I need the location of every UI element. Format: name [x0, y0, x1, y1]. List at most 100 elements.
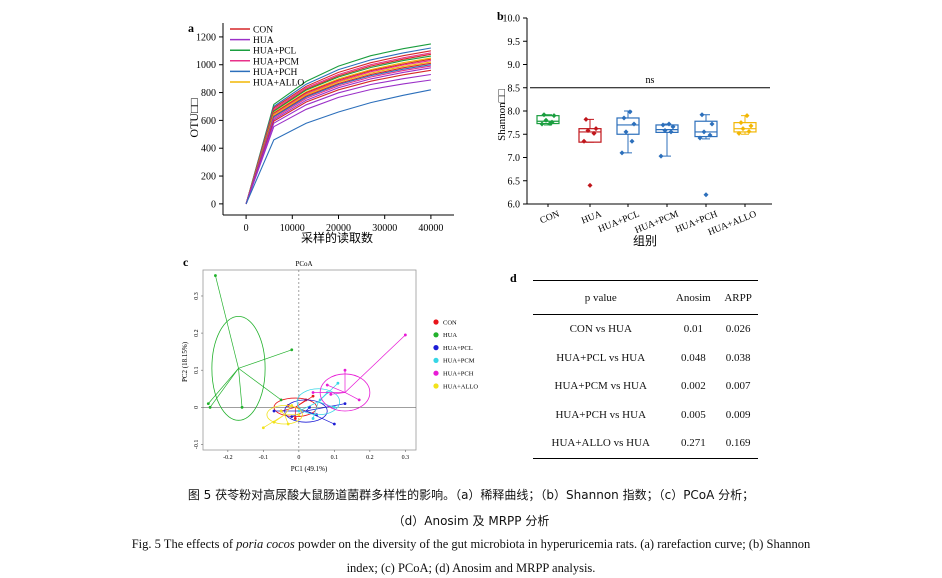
legend-label: HUA+ALLO [253, 79, 304, 89]
panel-a-rarefaction: a 0 10000 20000 30000 40000 0 200 400 600 800 1000… [187, 21, 454, 245]
data-point [272, 420, 276, 424]
data-point [290, 404, 294, 407]
legend-swatch [433, 370, 439, 376]
data-point [631, 121, 637, 127]
y-tick-label: 200 [201, 172, 216, 183]
data-point [621, 115, 627, 121]
table-cell: 0.048 [680, 351, 706, 364]
data-point [619, 150, 625, 156]
legend-label: HUA+PCM [253, 57, 300, 67]
outlier-point [703, 192, 709, 198]
panel-d-table: p value Anosim ARPP CON vs HUA 0.01 0.02… [533, 280, 758, 459]
y-tick-label: 6.5 [508, 176, 521, 187]
x-tick-label: 0.1 [331, 455, 339, 461]
data-point [746, 128, 752, 134]
y-tick-label: 7.0 [508, 153, 521, 164]
panel-a-curves [245, 43, 432, 205]
outlier-point [587, 182, 593, 188]
y-tick-label: 0.1 [194, 366, 200, 374]
data-point [332, 422, 336, 426]
x-tick-label: 10000 [280, 223, 305, 234]
x-tick-label: 0.3 [402, 455, 410, 461]
spider-line [327, 384, 346, 393]
y-tick-label: 6.0 [508, 200, 521, 211]
x-tick-label: CON [539, 209, 561, 226]
data-point [662, 128, 668, 134]
legend-label: CON [443, 319, 457, 326]
data-point [543, 117, 549, 123]
panel-c-xlabel: PC1 (49.1%) [291, 465, 328, 473]
data-point [332, 405, 336, 409]
y-tick-label: 7.5 [508, 130, 521, 141]
x-tick-label: 20000 [326, 223, 351, 234]
x-tick-label: HUA+PCM [634, 209, 681, 236]
box [655, 124, 679, 133]
data-point [666, 121, 672, 127]
spider-line [273, 414, 285, 423]
legend-label: HUA+PCL [253, 47, 297, 57]
legend-label: HUA+PCH [443, 371, 474, 378]
data-point [214, 274, 217, 277]
table-cell: 0.01 [683, 323, 703, 336]
data-point [591, 130, 597, 136]
table-cell: 0.002 [680, 380, 706, 393]
table-row: HUA+PCH vs HUA 0.005 0.009 [533, 401, 758, 430]
y-tick-label: 800 [201, 88, 216, 99]
panel-b-xlabel: 组别 [633, 234, 657, 248]
box [733, 122, 757, 133]
data-point [629, 138, 635, 144]
y-tick-label: 10.0 [503, 14, 521, 25]
spider-line [298, 401, 319, 412]
data-point [736, 130, 742, 136]
caption-en-line1: Fig. 5 The effects of poria cocos powder… [0, 537, 942, 552]
caption-en-prefix: Fig. 5 The effects of [131, 537, 237, 551]
data-point [583, 116, 589, 122]
x-tick-label: -0.1 [259, 455, 269, 461]
panel-d-label: d [510, 271, 517, 285]
spider-line [208, 368, 239, 404]
table-cell: 0.271 [668, 429, 719, 459]
legend-swatch [433, 345, 439, 351]
table-cell: 0.007 [725, 380, 751, 393]
data-point [403, 333, 407, 337]
data-point [311, 391, 315, 394]
data-point [272, 409, 276, 413]
data-point [738, 120, 744, 126]
spider-line [281, 406, 296, 412]
table-cell: 0.038 [725, 351, 751, 364]
group-ellipse [266, 405, 303, 425]
panel-b-boxes [536, 109, 757, 198]
x-tick-label: 0 [297, 455, 300, 461]
caption-zh-line1: 图 5 茯苓粉对高尿酸大鼠肠道菌群多样性的影响。（a）稀释曲线；（b）Shann… [187, 488, 755, 502]
x-tick-label: -0.2 [223, 455, 233, 461]
data-point [547, 121, 553, 127]
spider-line [238, 368, 282, 401]
data-point [539, 121, 545, 127]
table-row: HUA+ALLO vs HUA 0.271 0.169 [533, 429, 758, 459]
legend-swatch [433, 357, 439, 363]
data-point [343, 402, 347, 406]
y-tick-label: 0.3 [194, 292, 200, 300]
spider-line [330, 392, 346, 395]
table-row: CON vs HUA 0.01 0.026 [533, 315, 758, 344]
caption-en-suffix: powder on the diversity of the gut micro… [294, 537, 811, 551]
data-point [343, 368, 347, 372]
caption-en-line2: index; (c) PCoA; (d) Anosim and MRPP ana… [346, 561, 596, 575]
table-header-anosim: Anosim [668, 280, 719, 315]
data-point [709, 121, 715, 127]
data-point [627, 109, 633, 115]
data-point [660, 122, 666, 128]
x-tick-label: 40000 [418, 223, 443, 234]
data-point [744, 113, 750, 119]
legend-swatch [433, 319, 439, 325]
data-point [325, 383, 329, 387]
y-tick-label: 400 [201, 144, 216, 155]
table-cell: HUA+ALLO vs HUA [533, 429, 669, 459]
panel-a-label: a [188, 21, 194, 35]
panel-c-ticks: -0.2 -0.1 0 0.1 0.2 0.3 -0.1 0 0.1 0.2 0.3 [194, 292, 409, 461]
y-tick-label: 9.0 [508, 60, 521, 71]
x-tick-label: 30000 [372, 223, 397, 234]
panel-a-ticks: 0 10000 20000 30000 40000 0 200 400 600 800 1000 12… [196, 32, 443, 234]
data-point [206, 402, 210, 406]
y-tick-label: 0 [194, 406, 200, 409]
